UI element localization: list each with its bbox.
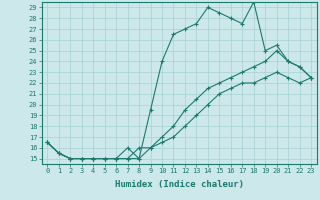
X-axis label: Humidex (Indice chaleur): Humidex (Indice chaleur) — [115, 180, 244, 189]
